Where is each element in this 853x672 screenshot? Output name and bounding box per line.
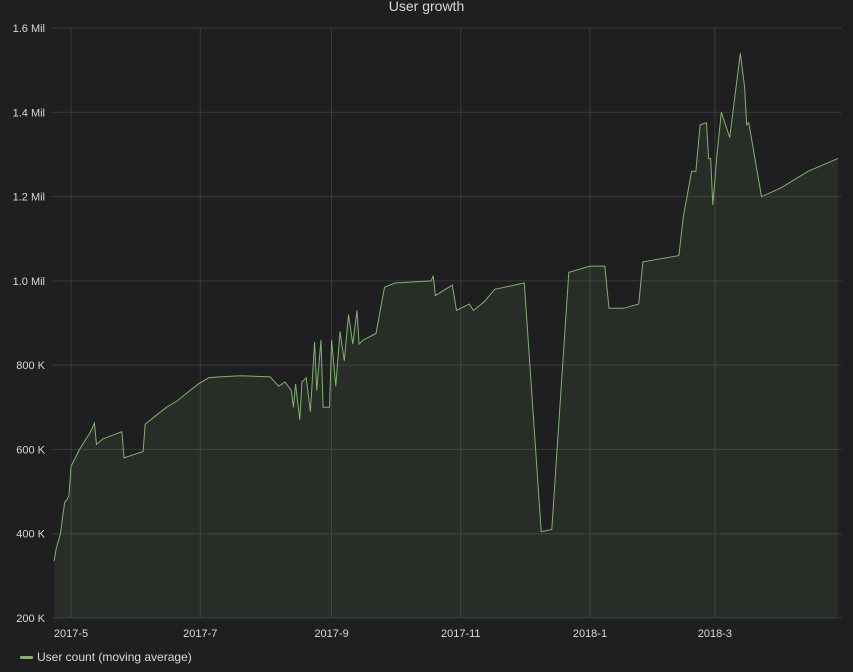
legend[interactable]: User count (moving average): [20, 650, 192, 664]
x-tick-label: 2018-3: [698, 628, 732, 640]
y-tick-label: 1.6 Mil: [13, 23, 45, 35]
x-axis: 2017-5 2017-7 2017-9 2017-11 2018-1 2018-3: [54, 628, 732, 640]
series-line: [53, 53, 838, 562]
y-tick-label: 800 K: [16, 360, 45, 372]
y-tick-label: 400 K: [16, 529, 45, 541]
y-axis: 200 K 400 K 600 K 800 K 1.0 Mil 1.2 Mil 1.4 Mi…: [13, 23, 46, 625]
x-tick-label: 2017-11: [441, 628, 481, 640]
x-tick-label: 2017-7: [183, 628, 217, 640]
y-tick-label: 200 K: [16, 613, 45, 625]
x-tick-label: 2017-9: [314, 628, 348, 640]
y-tick-label: 1.4 Mil: [13, 107, 45, 119]
y-tick-label: 1.0 Mil: [13, 276, 45, 288]
legend-swatch: [20, 655, 33, 659]
legend-label: User count (moving average): [37, 650, 192, 664]
y-tick-label: 600 K: [16, 444, 45, 456]
series-area: [54, 53, 838, 619]
series-layer: [53, 53, 838, 619]
chart-title: User growth: [388, 0, 465, 14]
x-tick-label: 2018-1: [573, 628, 607, 640]
x-tick-label: 2017-5: [54, 628, 88, 640]
grid: [52, 27, 842, 619]
y-tick-label: 1.2 Mil: [13, 192, 45, 204]
